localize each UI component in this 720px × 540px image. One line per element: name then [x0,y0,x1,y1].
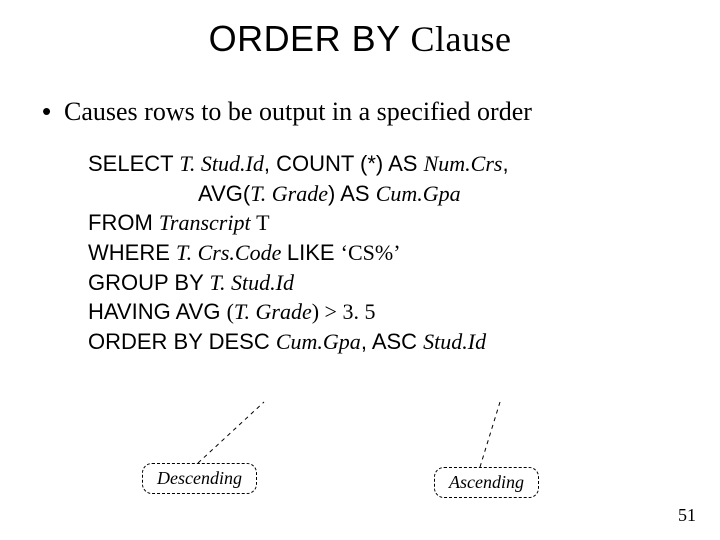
kw-asc: , ASC [361,329,423,354]
kw-from: FROM [88,210,159,235]
sql-line-5: GROUP BY T. Stud.Id [88,268,720,298]
order-col-2: Stud.Id [423,329,486,354]
alias-cumgpa: Cum.Gpa [376,181,461,206]
kw-having-avg: HAVING AVG [88,299,227,324]
having-col: T. Grade [234,299,312,324]
annotation-ascending: Ascending [434,467,539,498]
connector-asc [480,402,500,467]
bullet-dot-icon: • [42,96,64,127]
bullet-line: •Causes rows to be output in a specified… [42,96,720,127]
alias-numcrs: Num.Crs [424,151,503,176]
paren-open: ( [227,299,234,324]
sql-line-6: HAVING AVG (T. Grade) > 3. 5 [88,297,720,327]
col-crscode: T. Crs.Code [176,240,287,265]
table-transcript: Transcript [159,210,256,235]
order-col-1: Cum.Gpa [276,329,361,354]
having-cmp: ) > 3. 5 [312,299,376,324]
kw-like: LIKE [287,240,341,265]
indent [88,181,198,206]
group-col: T. Stud.Id [209,270,294,295]
col-studid: T. Stud.Id [179,151,264,176]
slide: ORDER BY Clause •Causes rows to be outpu… [0,0,720,540]
sql-line-7: ORDER BY DESC Cum.Gpa, ASC Stud.Id [88,327,720,357]
title-part-serif: Clause [410,19,511,59]
kw-select: SELECT [88,151,179,176]
kw-where: WHERE [88,240,176,265]
alias-t: T [256,210,269,235]
connector-desc [198,402,264,463]
kw-avg-open: AVG( [198,181,250,206]
slide-title: ORDER BY Clause [0,0,720,60]
kw-groupby: GROUP BY [88,270,209,295]
literal-cs: ‘CS%’ [341,240,401,265]
col-grade: T. Grade [250,181,328,206]
kw-count-as: , COUNT (*) AS [264,151,424,176]
page-number: 51 [678,505,696,526]
sql-line-1: SELECT T. Stud.Id, COUNT (*) AS Num.Crs, [88,149,720,179]
sql-block: SELECT T. Stud.Id, COUNT (*) AS Num.Crs,… [88,149,720,357]
kw-close-as: ) AS [328,181,376,206]
title-part-sans: ORDER BY [209,18,411,59]
bullet-text: Causes rows to be output in a specified … [64,97,532,126]
comma: , [502,151,508,176]
kw-orderby-desc: ORDER BY DESC [88,329,276,354]
sql-line-2: AVG(T. Grade) AS Cum.Gpa [88,179,720,209]
annotation-descending: Descending [142,463,257,494]
sql-line-3: FROM Transcript T [88,208,720,238]
sql-line-4: WHERE T. Crs.Code LIKE ‘CS%’ [88,238,720,268]
